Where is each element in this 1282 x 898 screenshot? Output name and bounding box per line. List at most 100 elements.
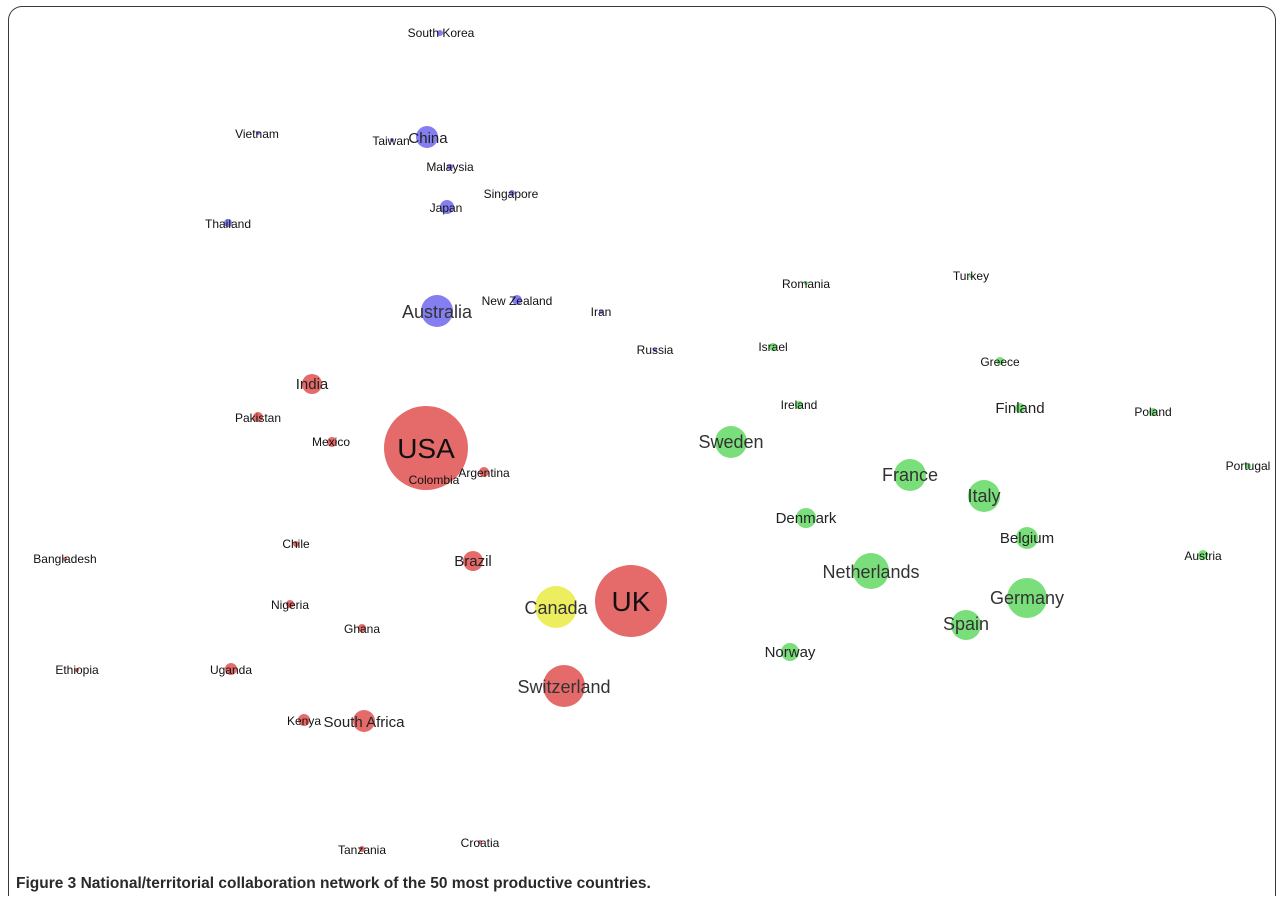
figure-caption: Figure 3 National/territorial collaborat… [16, 875, 651, 893]
node-label-greece: Greece [980, 355, 1020, 369]
node-circle-france [894, 459, 926, 491]
node-label-taiwan: Taiwan [372, 134, 409, 148]
node-label-denmark: Denmark [776, 510, 837, 527]
country-node-mexico: Mexico [312, 435, 350, 449]
country-node-kenya: Kenya [287, 714, 321, 728]
country-node-taiwan: Taiwan [372, 134, 409, 148]
node-label-israel: Israel [758, 340, 787, 354]
node-circle-pakistan [253, 412, 263, 422]
node-circle-ireland [795, 401, 803, 409]
country-node-brazil: Brazil [454, 551, 492, 571]
country-node-pakistan: Pakistan [235, 411, 281, 425]
country-node-norway: Norway [765, 643, 816, 661]
node-label-ethiopia: Ethiopia [55, 663, 99, 677]
country-node-japan: Japan [430, 200, 463, 215]
country-node-austria: Austria [1184, 549, 1222, 563]
node-circle-ethiopia [75, 668, 79, 672]
node-circle-croatia [478, 840, 482, 844]
node-circle-norway [781, 643, 799, 661]
node-circle-malaysia [447, 164, 453, 170]
node-circle-thailand [224, 219, 232, 227]
node-circle-ghana [358, 624, 366, 632]
country-node-sweden: Sweden [698, 426, 764, 458]
country-node-usa: USA [384, 406, 468, 490]
node-circle-brazil [463, 551, 483, 571]
country-node-russia: Russia [637, 343, 674, 357]
country-node-turkey: Turkey [953, 269, 989, 283]
node-label-poland: Poland [1134, 405, 1171, 419]
node-label-ghana: Ghana [344, 622, 380, 636]
node-circle-canada [535, 586, 577, 628]
country-node-israel: Israel [758, 340, 787, 354]
node-label-pakistan: Pakistan [235, 411, 281, 425]
country-node-canada: Canada [524, 586, 589, 628]
country-node-netherlands: Netherlands [822, 553, 920, 589]
node-circle-india [302, 374, 322, 394]
node-circle-colombia [428, 478, 432, 482]
country-node-uk: UK [595, 565, 667, 637]
node-label-france: France [882, 465, 938, 485]
node-label-thailand: Thailand [205, 217, 251, 231]
node-circle-iran [599, 310, 603, 314]
node-label-china: China [408, 130, 448, 147]
node-label-usa: USA [397, 433, 455, 464]
country-node-south-korea: South Korea [408, 26, 475, 40]
node-label-turkey: Turkey [953, 269, 989, 283]
node-circle-new-zealand [512, 295, 522, 305]
node-circle-south-korea [437, 30, 443, 36]
node-circle-belgium [1016, 527, 1038, 549]
node-circle-germany [1007, 578, 1047, 618]
country-node-iran: Iran [591, 305, 612, 319]
country-node-new-zealand: New Zealand [482, 294, 553, 308]
node-label-bangladesh: Bangladesh [33, 552, 96, 566]
node-label-australia: Australia [402, 302, 473, 322]
country-node-germany: Germany [990, 578, 1064, 618]
node-circle-tanzania [359, 846, 365, 852]
country-node-bangladesh: Bangladesh [33, 552, 96, 566]
country-node-france: France [882, 459, 938, 491]
node-label-romania: Romania [782, 277, 830, 291]
node-label-nigeria: Nigeria [271, 598, 309, 612]
figure-number: Figure 3 [16, 875, 77, 892]
country-node-malaysia: Malaysia [426, 160, 474, 174]
country-node-thailand: Thailand [205, 217, 251, 231]
node-circle-chile [293, 541, 299, 547]
node-circle-nigeria [286, 600, 294, 608]
node-label-norway: Norway [765, 644, 816, 661]
node-circle-italy [968, 480, 1000, 512]
node-label-switzerland: Switzerland [517, 677, 610, 697]
node-label-japan: Japan [430, 201, 463, 215]
node-label-argentina: Argentina [458, 466, 510, 480]
node-label-chile: Chile [282, 537, 310, 551]
country-node-greece: Greece [980, 355, 1020, 369]
node-circle-israel [769, 343, 777, 351]
node-label-singapore: Singapore [484, 187, 539, 201]
node-label-austria: Austria [1184, 549, 1222, 563]
node-label-new-zealand: New Zealand [482, 294, 553, 308]
country-node-italy: Italy [967, 480, 1001, 512]
node-circle-netherlands [853, 553, 889, 589]
country-node-china: China [408, 126, 448, 148]
country-node-chile: Chile [282, 537, 310, 551]
node-label-netherlands: Netherlands [822, 562, 919, 582]
country-node-argentina: Argentina [458, 466, 510, 480]
node-label-iran: Iran [591, 305, 612, 319]
node-circle-finland [1015, 403, 1025, 413]
node-label-canada: Canada [524, 598, 588, 618]
node-circle-greece [996, 357, 1004, 365]
figure-caption-text: National/territorial collaboration netwo… [80, 875, 651, 892]
node-circle-denmark [796, 508, 816, 528]
node-label-south-africa: South Africa [324, 714, 406, 731]
country-node-south-africa: South Africa [324, 710, 406, 732]
node-circle-mexico [327, 437, 337, 447]
node-label-italy: Italy [967, 486, 1000, 506]
country-node-denmark: Denmark [776, 508, 837, 528]
country-node-nigeria: Nigeria [271, 598, 309, 612]
node-circle-poland [1149, 408, 1157, 416]
country-node-spain: Spain [943, 610, 989, 640]
country-node-croatia: Croatia [461, 836, 500, 850]
node-circle-bangladesh [63, 557, 67, 561]
country-node-portugal: Portugal [1226, 459, 1271, 473]
node-label-colombia: Colombia [409, 473, 460, 487]
